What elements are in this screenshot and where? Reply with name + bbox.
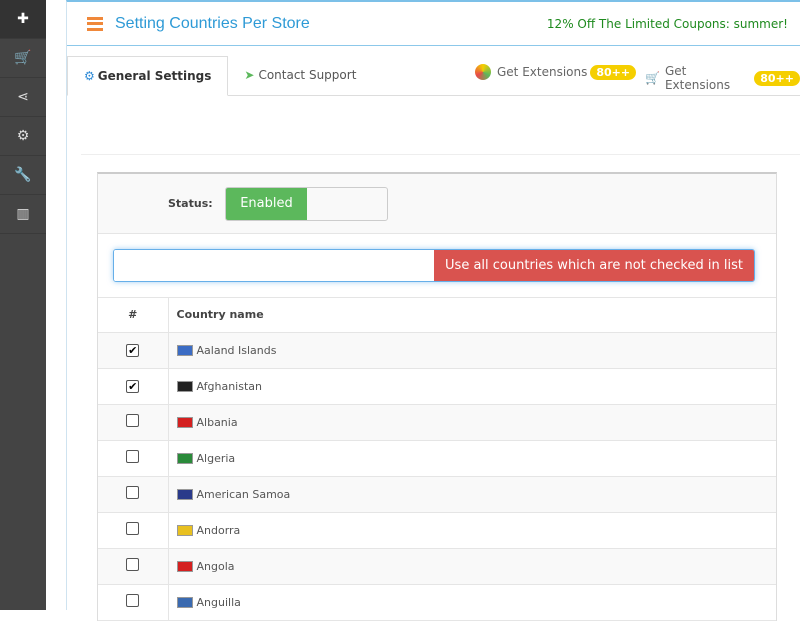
use-unchecked-countries-button[interactable]: Use all countries which are not checked …: [434, 250, 754, 281]
page-header: Setting Countries Per Store 12% Off The …: [67, 2, 800, 46]
country-cell: American Samoa: [168, 476, 776, 513]
row-checkbox-cell: [98, 548, 169, 585]
sidebar: ✚ 🛒 ⋖ ⚙ 🔧 ▥: [0, 0, 46, 610]
country-checkbox[interactable]: [126, 450, 140, 463]
tab-label: General Settings: [97, 69, 212, 83]
status-value: Enabled: [226, 187, 307, 220]
flag-icon: [176, 597, 193, 608]
flag-icon: [176, 453, 193, 464]
country-name: Anguilla: [196, 595, 241, 609]
country-name: Andorra: [196, 523, 241, 537]
ext-badge: 80++: [590, 64, 637, 80]
table-row: American Samoa: [98, 476, 776, 513]
country-cell: Afghanistan: [168, 368, 776, 405]
settings-panel: Status: Enabled Use all countries which …: [97, 172, 777, 621]
wrench-icon: 🔧: [14, 167, 32, 183]
country-name: Aaland Islands: [196, 343, 277, 357]
ext-label: Get Extensions: [664, 64, 731, 92]
flag-icon: [176, 561, 193, 572]
table-row: Anguilla: [98, 584, 776, 621]
status-toggle[interactable]: Enabled: [225, 186, 388, 221]
row-checkbox-cell: [98, 476, 169, 513]
table-row: ✔ Aaland Islands: [98, 332, 776, 369]
country-name: Afghanistan: [196, 379, 262, 393]
row-checkbox-cell: [98, 512, 169, 549]
country-checkbox[interactable]: [126, 594, 140, 607]
main-panel: Setting Countries Per Store 12% Off The …: [66, 0, 800, 621]
table-row: Angola: [98, 548, 776, 585]
bar-chart-icon: ▥: [16, 206, 30, 222]
sidebar-item-wrench[interactable]: 🔧: [0, 156, 46, 195]
cart-icon: 🛒: [645, 71, 660, 85]
get-extensions-link-1[interactable]: Get Extensions 80++: [475, 64, 637, 80]
country-checkbox[interactable]: [126, 558, 140, 571]
tab-bar: ⚙ General Settings ➤ Contact Support Get E…: [67, 46, 800, 96]
extensions-logo-icon: [475, 64, 491, 80]
country-cell: Albania: [168, 404, 776, 441]
gear-icon: ⚙: [84, 69, 95, 83]
row-checkbox-cell: [98, 404, 169, 441]
flag-icon: [176, 489, 193, 500]
table-row: Algeria: [98, 440, 776, 477]
ext-label: Get Extensions: [497, 65, 588, 79]
tab-contact-support[interactable]: ➤ Contact Support: [228, 55, 372, 95]
country-cell: Anguilla: [168, 584, 776, 621]
country-checkbox[interactable]: ✔: [126, 343, 140, 357]
country-cell: Algeria: [168, 440, 776, 477]
share-icon: ⋖: [17, 89, 29, 105]
coupon-text: 12% Off The Limited Coupons: summer!: [546, 16, 788, 31]
country-cell: Andorra: [168, 512, 776, 549]
flag-icon: [176, 525, 193, 536]
tab-general-settings[interactable]: ⚙ General Settings: [67, 56, 229, 96]
puzzle-icon: ✚: [17, 11, 29, 27]
row-checkbox-cell: ✔: [98, 368, 169, 405]
table-row: Albania: [98, 404, 776, 441]
table-row: Andorra: [98, 512, 776, 549]
flag-icon: [176, 417, 193, 428]
sidebar-item-gear[interactable]: ⚙: [0, 117, 46, 156]
country-table: # Country name ✔ Aaland Islands ✔ Afghanista…: [98, 298, 776, 621]
get-extensions-link-2[interactable]: 🛒 Get Extensions 80++: [645, 64, 800, 92]
country-name: Algeria: [196, 451, 236, 465]
country-name: American Samoa: [196, 487, 291, 501]
country-name: Angola: [196, 559, 235, 573]
row-checkbox-cell: [98, 440, 169, 477]
ext-badge: 80++: [754, 70, 800, 86]
sidebar-item-bar-chart[interactable]: ▥: [0, 195, 46, 234]
status-label: Status:: [168, 197, 213, 210]
country-checkbox[interactable]: [126, 522, 140, 535]
module-icon: [87, 16, 103, 31]
tab-label: Contact Support: [258, 68, 357, 82]
sidebar-item-puzzle[interactable]: ✚: [0, 0, 46, 39]
gear-icon: ⚙: [16, 128, 30, 144]
country-cell: Angola: [168, 548, 776, 585]
row-checkbox-cell: ✔: [98, 332, 169, 369]
page-title: Setting Countries Per Store: [115, 14, 310, 32]
sidebar-item-cart[interactable]: 🛒: [0, 39, 46, 78]
country-checkbox[interactable]: [126, 414, 140, 427]
table-row: ✔ Afghanistan: [98, 368, 776, 405]
country-checkbox[interactable]: [126, 486, 140, 499]
status-row: Status: Enabled: [98, 174, 776, 234]
country-cell: Aaland Islands: [168, 332, 776, 369]
country-search-input[interactable]: [114, 250, 434, 281]
country-checkbox[interactable]: ✔: [126, 379, 140, 393]
sidebar-item-share[interactable]: ⋖: [0, 78, 46, 117]
country-name: Albania: [196, 415, 238, 429]
search-row: Use all countries which are not checked …: [98, 234, 776, 298]
paper-plane-icon: ➤: [244, 68, 255, 82]
col-header-number: #: [98, 298, 169, 333]
cart-icon: 🛒: [14, 50, 32, 66]
col-header-country: Country name: [168, 298, 776, 333]
row-checkbox-cell: [98, 584, 169, 621]
divider: [81, 154, 800, 155]
flag-icon: [176, 381, 193, 392]
flag-icon: [176, 345, 193, 356]
